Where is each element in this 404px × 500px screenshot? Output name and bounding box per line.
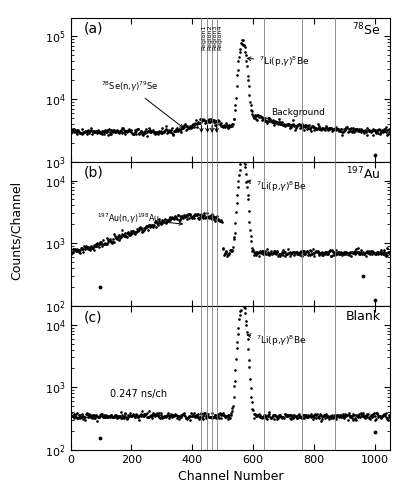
Text: Region3: Region3 (213, 25, 217, 50)
Text: Region2: Region2 (208, 25, 213, 50)
Text: Counts/Channel: Counts/Channel (10, 180, 23, 280)
Text: $^{78}$Se: $^{78}$Se (351, 22, 380, 38)
Text: Blank: Blank (345, 310, 380, 323)
Text: $^{197}$Au(n,$\gamma$)$^{198}$Au: $^{197}$Au(n,$\gamma$)$^{198}$Au (97, 212, 182, 226)
Text: Region4: Region4 (217, 25, 222, 50)
Text: (c): (c) (84, 310, 102, 324)
Text: $^{197}$Au: $^{197}$Au (346, 166, 380, 182)
Text: $^{7}$Li(p,$\gamma$)$^{8}$Be: $^{7}$Li(p,$\gamma$)$^{8}$Be (247, 54, 309, 69)
Text: $^{78}$Se(n,$\gamma$)$^{79}$Se: $^{78}$Se(n,$\gamma$)$^{79}$Se (101, 80, 183, 128)
Text: 0.247 ns/ch: 0.247 ns/ch (110, 389, 167, 399)
Text: (b): (b) (84, 166, 103, 180)
Text: $^{7}$Li(p,$\gamma$)$^{8}$Be: $^{7}$Li(p,$\gamma$)$^{8}$Be (247, 180, 307, 194)
Text: $^{7}$Li(p,$\gamma$)$^{8}$Be: $^{7}$Li(p,$\gamma$)$^{8}$Be (247, 333, 307, 347)
Text: Background: Background (271, 108, 325, 118)
Text: (a): (a) (84, 22, 103, 36)
X-axis label: Channel Number: Channel Number (177, 470, 283, 484)
Text: Region1: Region1 (202, 25, 207, 50)
